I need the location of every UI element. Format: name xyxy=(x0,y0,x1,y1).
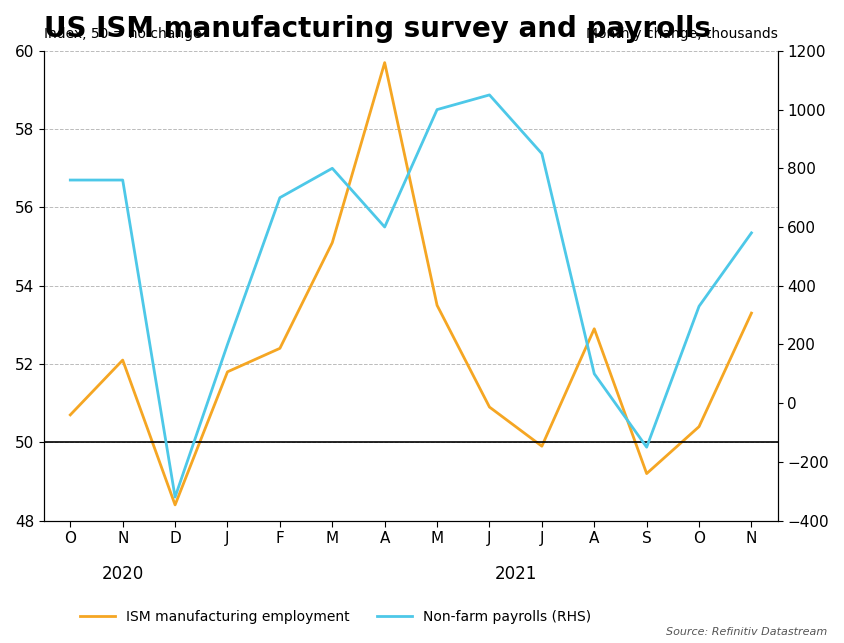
ISM manufacturing employment xyxy=(275,345,285,352)
Text: US ISM manufacturing survey and payrolls: US ISM manufacturing survey and payrolls xyxy=(44,15,711,43)
Non-farm payrolls (RHS) xyxy=(65,176,75,184)
Non-farm payrolls (RHS) xyxy=(432,105,442,113)
ISM manufacturing employment xyxy=(694,422,704,430)
ISM manufacturing employment xyxy=(746,309,756,317)
Non-farm payrolls (RHS) xyxy=(641,443,652,451)
Non-farm payrolls (RHS) xyxy=(694,302,704,310)
Text: Monthly change, thousands: Monthly change, thousands xyxy=(586,28,777,42)
Non-farm payrolls (RHS) xyxy=(589,370,599,377)
ISM manufacturing employment xyxy=(223,368,233,376)
Non-farm payrolls (RHS) xyxy=(484,91,495,99)
Line: ISM manufacturing employment: ISM manufacturing employment xyxy=(70,62,751,505)
Text: 2020: 2020 xyxy=(101,565,143,583)
ISM manufacturing employment xyxy=(432,302,442,309)
Non-farm payrolls (RHS) xyxy=(117,176,127,184)
ISM manufacturing employment xyxy=(327,239,338,246)
Non-farm payrolls (RHS) xyxy=(170,493,180,501)
Text: 2021: 2021 xyxy=(495,565,537,583)
Non-farm payrolls (RHS) xyxy=(746,229,756,237)
Text: Source: Refinitiv Datastream: Source: Refinitiv Datastream xyxy=(666,626,827,637)
Non-farm payrolls (RHS) xyxy=(537,150,547,158)
Legend: ISM manufacturing employment, Non-farm payrolls (RHS): ISM manufacturing employment, Non-farm p… xyxy=(74,604,597,629)
ISM manufacturing employment xyxy=(117,356,127,364)
ISM manufacturing employment xyxy=(641,470,652,478)
Non-farm payrolls (RHS) xyxy=(380,223,390,231)
Non-farm payrolls (RHS) xyxy=(275,194,285,201)
Text: Index, 50 = no change: Index, 50 = no change xyxy=(44,28,202,42)
ISM manufacturing employment xyxy=(589,325,599,332)
Non-farm payrolls (RHS) xyxy=(223,341,233,349)
Line: Non-farm payrolls (RHS): Non-farm payrolls (RHS) xyxy=(70,95,751,497)
ISM manufacturing employment xyxy=(484,403,495,411)
Non-farm payrolls (RHS) xyxy=(327,165,338,172)
ISM manufacturing employment xyxy=(170,501,180,509)
ISM manufacturing employment xyxy=(65,411,75,419)
ISM manufacturing employment xyxy=(537,442,547,450)
ISM manufacturing employment xyxy=(380,59,390,66)
